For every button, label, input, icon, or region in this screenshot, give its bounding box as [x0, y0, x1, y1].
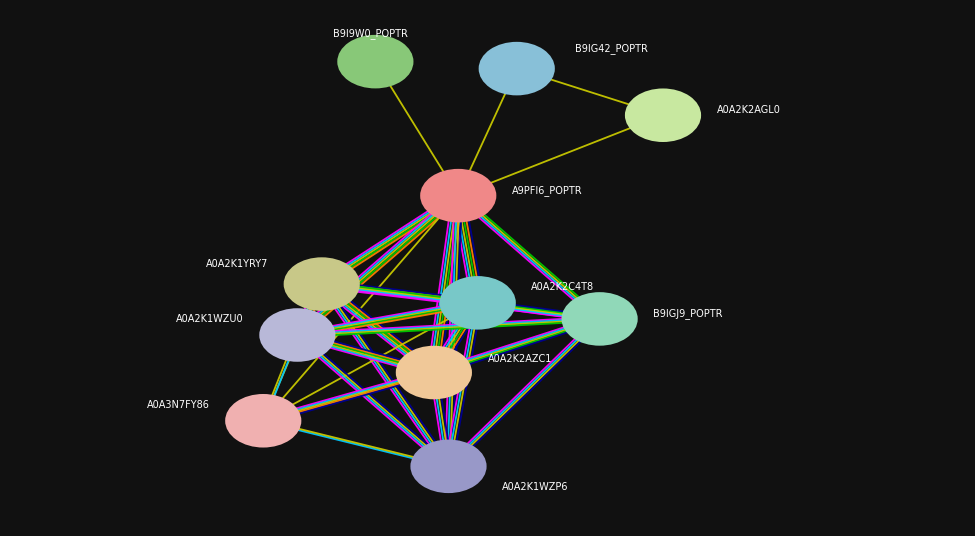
Ellipse shape — [397, 347, 471, 398]
Text: A0A2K2AGL0: A0A2K2AGL0 — [717, 105, 781, 115]
Text: B9IG42_POPTR: B9IG42_POPTR — [575, 43, 648, 54]
Ellipse shape — [338, 36, 412, 87]
Ellipse shape — [626, 90, 700, 141]
Text: A9PFI6_POPTR: A9PFI6_POPTR — [512, 185, 582, 196]
Text: A0A2K1WZP6: A0A2K1WZP6 — [502, 482, 568, 492]
Text: A0A3N7FY86: A0A3N7FY86 — [147, 400, 210, 410]
Ellipse shape — [563, 293, 637, 345]
Text: A0A2K2C4T8: A0A2K2C4T8 — [531, 282, 595, 292]
Ellipse shape — [441, 277, 515, 329]
Ellipse shape — [421, 170, 495, 221]
Ellipse shape — [285, 258, 359, 310]
Text: B9I9W0_POPTR: B9I9W0_POPTR — [333, 28, 408, 39]
Text: A0A2K2AZC1: A0A2K2AZC1 — [488, 354, 552, 364]
Text: A0A2K1YRY7: A0A2K1YRY7 — [206, 259, 268, 269]
Text: B9IGJ9_POPTR: B9IGJ9_POPTR — [653, 308, 722, 319]
Ellipse shape — [411, 441, 486, 492]
Text: A0A2K1WZU0: A0A2K1WZU0 — [176, 314, 244, 324]
Ellipse shape — [480, 43, 554, 94]
Ellipse shape — [226, 395, 300, 446]
Ellipse shape — [260, 309, 334, 361]
